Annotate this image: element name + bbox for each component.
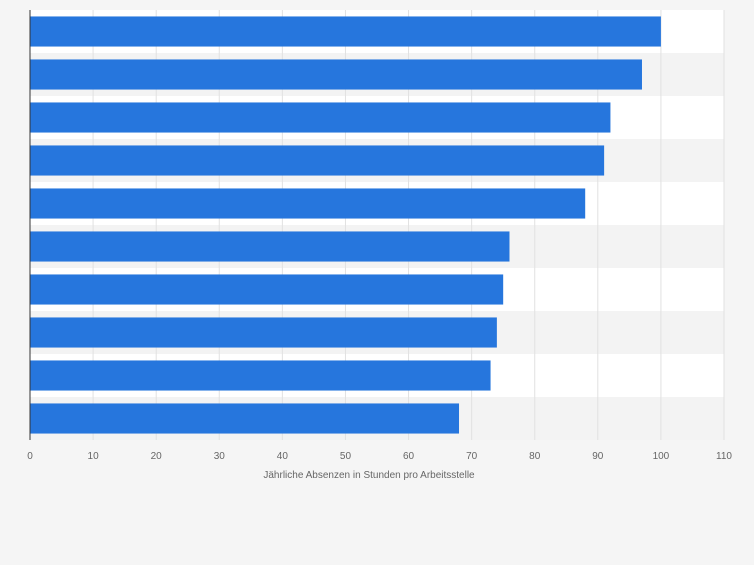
bar bbox=[30, 188, 586, 219]
bar bbox=[30, 16, 661, 47]
x-tick-label: 80 bbox=[529, 451, 541, 462]
x-tick-label: 40 bbox=[277, 451, 289, 462]
bar bbox=[30, 360, 491, 391]
bar bbox=[30, 59, 642, 90]
bar bbox=[30, 231, 510, 262]
x-tick-label: 110 bbox=[716, 451, 732, 462]
bar bbox=[30, 145, 605, 176]
x-tick-label: 90 bbox=[592, 451, 604, 462]
x-tick-label: 60 bbox=[403, 451, 415, 462]
x-tick-label: 100 bbox=[653, 451, 670, 462]
x-axis-label: Jährliche Absenzen in Stunden pro Arbeit… bbox=[263, 470, 475, 481]
x-tick-labels: 0 10 20 30 40 50 60 70 80 90 100 110 bbox=[27, 451, 732, 462]
x-tick-label: 20 bbox=[151, 451, 163, 462]
x-tick-label: 70 bbox=[466, 451, 478, 462]
bar bbox=[30, 317, 497, 348]
x-tick-label: 30 bbox=[214, 451, 226, 462]
x-tick-label: 0 bbox=[27, 451, 33, 462]
bars bbox=[30, 16, 661, 434]
bar bbox=[30, 403, 460, 434]
x-tick-label: 10 bbox=[88, 451, 100, 462]
bar bbox=[30, 102, 611, 133]
bar bbox=[30, 274, 504, 305]
x-tick-label: 50 bbox=[340, 451, 352, 462]
